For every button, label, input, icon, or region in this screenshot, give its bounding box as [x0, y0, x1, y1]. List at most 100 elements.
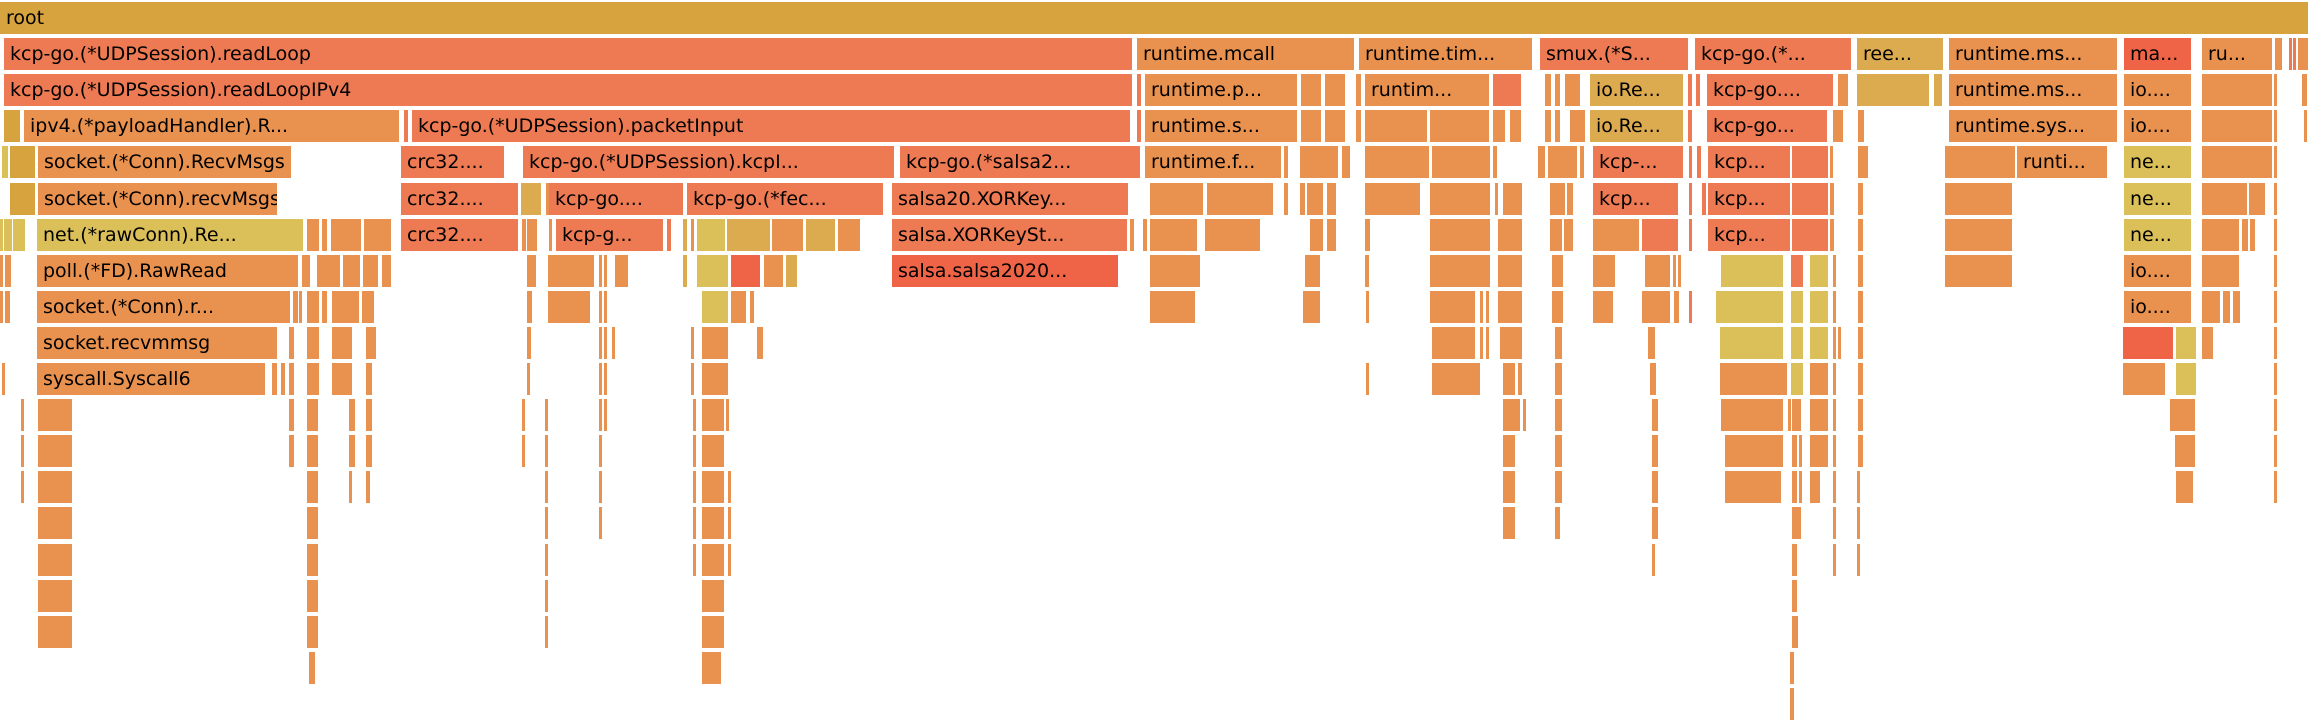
flame-frame[interactable] [1945, 218, 2012, 251]
flame-frame[interactable] [0, 218, 3, 251]
flame-frame[interactable] [1130, 218, 1134, 251]
flame-frame[interactable] [4, 218, 12, 251]
flame-frame[interactable] [1696, 74, 1700, 107]
flame-frame[interactable] [1545, 110, 1551, 143]
flame-frame[interactable] [2202, 290, 2220, 323]
flame-frame[interactable] [1673, 254, 1676, 287]
flame-frame[interactable] [13, 218, 25, 251]
flame-frame[interactable] [1838, 326, 1841, 359]
flame-frame-kcp-go-udpsession-readloop[interactable]: kcp-go.(*UDPSession).readLoop [4, 38, 1132, 71]
flame-frame-runti[interactable]: runti... [2017, 146, 2107, 179]
flame-frame[interactable] [693, 471, 696, 504]
flame-frame[interactable] [1689, 182, 1692, 215]
flame-frame[interactable] [702, 435, 724, 468]
flame-frame[interactable] [1550, 182, 1565, 215]
flame-frame[interactable] [545, 579, 548, 612]
flame-frame[interactable] [1342, 146, 1350, 179]
flame-frame[interactable] [38, 507, 72, 540]
flame-frame[interactable] [307, 579, 318, 612]
flame-frame[interactable] [691, 218, 694, 251]
flame-frame[interactable] [1858, 363, 1863, 396]
flame-frame[interactable] [806, 218, 835, 251]
flame-frame[interactable] [1833, 543, 1836, 576]
flame-frame[interactable] [2274, 326, 2277, 359]
flame-frame[interactable] [1430, 254, 1490, 287]
flame-frame-salsa20-xorkey[interactable]: salsa20.XORKey... [892, 182, 1128, 215]
flame-frame[interactable] [1327, 218, 1336, 251]
flame-frame[interactable] [366, 363, 372, 396]
flame-frame[interactable] [366, 435, 372, 468]
flame-frame[interactable] [1833, 435, 1836, 468]
flame-frame[interactable] [38, 399, 72, 432]
flame-frame[interactable] [1792, 146, 1828, 179]
flame-frame[interactable] [1150, 254, 1200, 287]
flame-frame-kcp-go[interactable]: kcp-go.(*... [1695, 38, 1851, 71]
flame-frame[interactable] [545, 615, 548, 648]
flame-frame-runtime-ms[interactable]: runtime.ms... [1949, 74, 2117, 107]
flame-frame[interactable] [599, 435, 602, 468]
flame-frame[interactable] [545, 543, 548, 576]
flame-frame[interactable] [527, 326, 531, 359]
flame-frame[interactable] [527, 363, 530, 396]
flame-frame[interactable] [1503, 363, 1515, 396]
flame-frame[interactable] [2223, 290, 2230, 323]
flame-frame[interactable] [728, 543, 731, 576]
flame-frame[interactable] [1327, 182, 1336, 215]
flame-frame[interactable] [1791, 254, 1803, 287]
flame-frame[interactable] [1305, 254, 1320, 287]
flame-frame[interactable] [317, 254, 340, 287]
flame-frame[interactable] [10, 146, 35, 179]
flame-frame[interactable] [1648, 326, 1655, 359]
flame-frame[interactable] [697, 254, 728, 287]
flame-frame[interactable] [726, 399, 729, 432]
flame-frame[interactable] [1307, 182, 1323, 215]
flame-frame[interactable] [1792, 615, 1798, 648]
flame-frame[interactable] [1858, 435, 1863, 468]
flame-frame[interactable] [1652, 543, 1655, 576]
flame-frame[interactable] [1366, 363, 1369, 396]
flame-frame[interactable] [1642, 218, 1678, 251]
flame-frame[interactable] [1945, 254, 2012, 287]
flame-frame[interactable] [604, 363, 607, 396]
flame-frame[interactable] [1810, 399, 1828, 432]
flame-frame[interactable] [1493, 74, 1521, 107]
flame-frame[interactable] [1688, 110, 1692, 143]
flame-frame[interactable] [1503, 471, 1515, 504]
flame-frame[interactable] [1548, 146, 1577, 179]
flame-frame[interactable] [1833, 399, 1836, 432]
flame-frame[interactable] [1498, 218, 1522, 251]
flame-frame[interactable] [289, 399, 294, 432]
flame-frame[interactable] [1498, 254, 1522, 287]
flame-frame[interactable] [1432, 146, 1490, 179]
flame-frame[interactable] [307, 326, 319, 359]
flame-frame[interactable] [1552, 290, 1563, 323]
flame-frame[interactable] [702, 399, 724, 432]
flame-frame[interactable] [322, 290, 327, 323]
flame-frame[interactable] [349, 471, 352, 504]
flame-frame[interactable] [1792, 471, 1797, 504]
flame-frame[interactable] [2242, 218, 2248, 251]
flame-frame-net-rawconn-re[interactable]: net.(*rawConn).Re... [37, 218, 303, 251]
flame-frame[interactable] [522, 399, 525, 432]
flame-frame-kcp-go-udpsession-readloopipv4[interactable]: kcp-go.(*UDPSession).readLoopIPv4 [4, 74, 1132, 107]
flame-frame[interactable] [838, 218, 860, 251]
flame-frame[interactable] [545, 507, 548, 540]
flame-frame[interactable] [2202, 182, 2247, 215]
flame-frame[interactable] [362, 290, 374, 323]
flame-frame[interactable] [307, 399, 318, 432]
flame-frame[interactable] [1503, 435, 1515, 468]
flame-frame-kcp-go[interactable]: kcp-go.... [1707, 74, 1833, 107]
flame-frame[interactable] [309, 651, 315, 684]
flame-frame-kcp-go[interactable]: kcp-go.... [549, 182, 683, 215]
flame-frame[interactable] [1593, 290, 1613, 323]
flame-frame[interactable] [667, 218, 671, 251]
flame-frame-socket-conn-r[interactable]: socket.(*Conn).r... [37, 290, 290, 323]
flame-frame[interactable] [693, 399, 696, 432]
flame-frame[interactable] [1721, 399, 1783, 432]
flame-frame[interactable] [522, 435, 525, 468]
flame-frame[interactable] [1858, 146, 1868, 179]
flame-frame[interactable] [1678, 254, 1681, 287]
flame-frame-io[interactable]: io.... [2124, 74, 2191, 107]
flame-frame-ma[interactable]: ma... [2124, 38, 2191, 71]
flame-frame[interactable] [1857, 74, 1929, 107]
